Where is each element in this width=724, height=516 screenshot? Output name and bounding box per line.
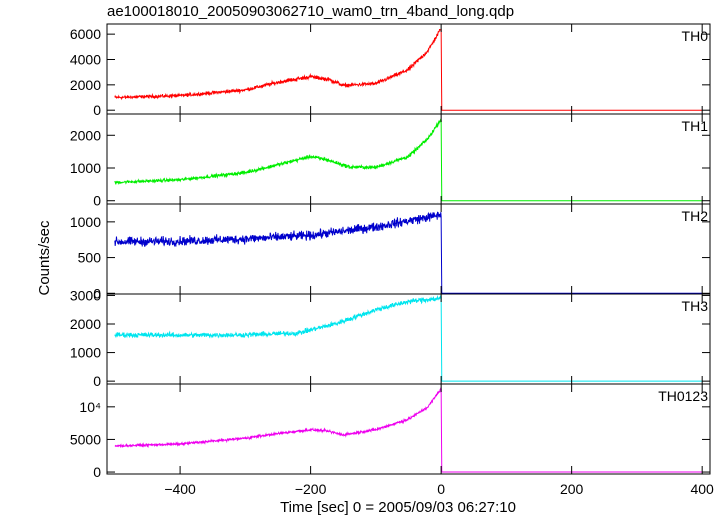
- panel-label-th2: TH2: [682, 208, 709, 224]
- panel-label-th3: TH3: [682, 298, 709, 314]
- y-tick-label: 3000: [70, 287, 101, 303]
- series-th3: [114, 294, 703, 382]
- panel-frame: [106, 293, 711, 385]
- panel-frame: [106, 113, 711, 205]
- panel-th1: 0 1000 2000 TH1: [70, 113, 711, 209]
- y-tick-label: 0: [93, 102, 101, 118]
- y-tick-label: 4000: [70, 51, 101, 67]
- series-th0123: [114, 387, 703, 473]
- panel-frame: [106, 383, 711, 475]
- series-th2: [114, 211, 703, 294]
- y-tick-label: 1000: [70, 160, 101, 176]
- panel-label-th1: TH1: [682, 118, 709, 134]
- y-tick-label: 2000: [70, 316, 101, 332]
- y-tick-label: 5000: [70, 431, 101, 447]
- panel-th3: 0 1000 2000 3000 TH3: [70, 287, 711, 389]
- x-tick-label: 200: [560, 481, 584, 497]
- panel-th0: 0 2000 4000 6000 TH0: [70, 23, 711, 118]
- y-tick-label: 0: [93, 464, 101, 480]
- series-th1: [114, 118, 703, 202]
- x-tick-label: 0: [437, 481, 445, 497]
- y-tick-label: 6000: [70, 26, 101, 42]
- y-tick-label: 2000: [70, 127, 101, 143]
- panel-frame: [106, 203, 711, 295]
- x-tick-label: −400: [164, 481, 196, 497]
- y-tick-label: 500: [78, 250, 102, 266]
- y-tick-label: 2000: [70, 77, 101, 93]
- chart-title: ae100018010_20050903062710_wam0_trn_4ban…: [107, 3, 514, 20]
- y-tick-label: 10⁴: [79, 399, 101, 415]
- y-tick-label: 1000: [70, 214, 101, 230]
- panel-label-th0: TH0: [682, 28, 709, 44]
- panel-label-th0123: TH0123: [658, 388, 708, 404]
- panel-th2: 0 500 1000 TH2: [70, 203, 711, 301]
- y-tick-label: 0: [93, 193, 101, 209]
- y-tick-label: 0: [93, 373, 101, 389]
- y-tick-label: 0: [93, 285, 101, 301]
- x-tick-label: 400: [690, 481, 714, 497]
- y-axis-label: Counts/sec: [36, 220, 53, 296]
- series-th0: [114, 28, 703, 111]
- y-tick-label: 1000: [70, 345, 101, 361]
- x-axis-label: Time [sec] 0 = 2005/09/03 06:27:10: [280, 499, 516, 516]
- x-tick-label: −200: [295, 481, 327, 497]
- panel-th0123: 0 5000 10⁴ TH0123: [70, 383, 711, 480]
